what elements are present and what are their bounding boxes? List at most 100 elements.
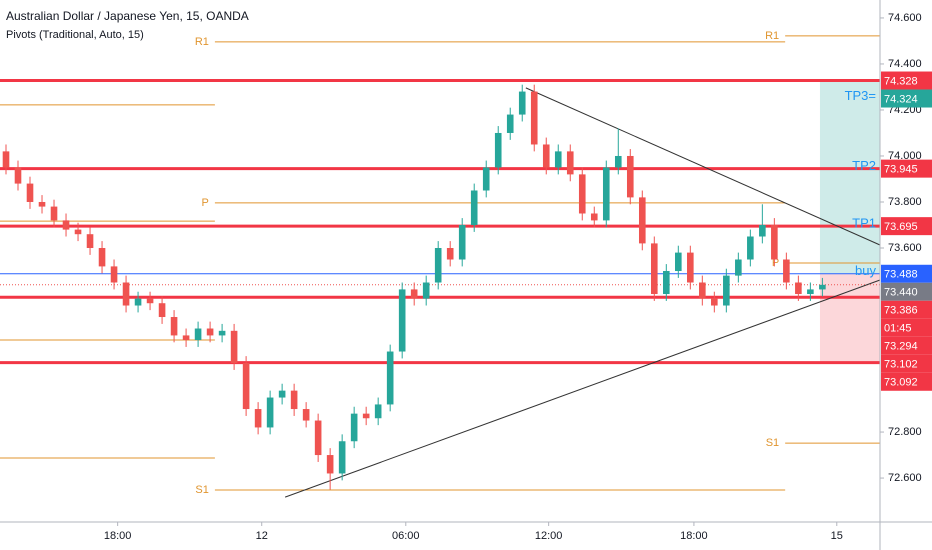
candle-body <box>578 174 586 214</box>
x-tick-label: 12:00 <box>535 530 563 542</box>
pivot-label: S1 <box>195 484 208 496</box>
price-tag <box>881 159 932 178</box>
y-tick-label: 74.000 <box>888 150 922 162</box>
candle-body <box>314 420 322 456</box>
pivot-label: P <box>772 257 779 269</box>
candle-body <box>482 167 490 191</box>
candle-body <box>530 91 538 145</box>
candle-body <box>759 224 766 237</box>
candle-body <box>302 409 310 421</box>
pivot-label: P <box>202 197 209 209</box>
candle-body <box>38 201 46 207</box>
candle-body <box>675 252 682 272</box>
price-tag-label: 74.328 <box>884 75 918 87</box>
candle-body <box>98 248 106 267</box>
price-tag <box>881 264 932 283</box>
candle-body <box>638 197 646 244</box>
candle-body <box>230 330 238 364</box>
price-tag-label: 74.324 <box>884 93 918 105</box>
price-tag-label: 73.488 <box>884 269 918 281</box>
price-tag <box>881 372 932 391</box>
price-tag <box>881 89 932 108</box>
candle-body <box>723 275 730 306</box>
y-tick-label: 73.800 <box>888 196 922 208</box>
trendline <box>284 279 881 498</box>
candle-body <box>687 252 694 283</box>
trendline <box>525 87 881 246</box>
candle-body <box>626 155 634 198</box>
candle-body <box>735 259 742 276</box>
candle-body <box>146 298 154 304</box>
pivot-label: S1 <box>766 437 779 449</box>
price-tag-label: 73.945 <box>884 164 918 176</box>
candle-body <box>518 91 526 115</box>
candle-body <box>26 183 34 202</box>
candle-body <box>74 229 82 235</box>
price-tag <box>881 336 932 355</box>
candle-body <box>771 224 778 260</box>
indicator-title: Pivots (Traditional, Auto, 15) <box>6 29 144 41</box>
candle-body <box>278 390 286 398</box>
price-tag <box>881 282 932 301</box>
annotation: buy <box>855 263 876 278</box>
price-tag-label: 73.386 <box>884 305 918 317</box>
candle-body <box>699 282 706 299</box>
candle-body <box>614 155 622 168</box>
price-tag-label: 73.294 <box>884 341 918 353</box>
candle-body <box>807 289 814 295</box>
candle-body <box>663 271 670 295</box>
pivot-label: R1 <box>195 36 209 48</box>
annotation: TP2 <box>852 158 876 173</box>
candle-body <box>62 220 70 230</box>
chart-title: Australian Dollar / Japanese Yen, 15, OA… <box>6 9 249 23</box>
candle-body <box>398 289 406 352</box>
candle-body <box>410 289 418 299</box>
candle-body <box>290 390 298 410</box>
price-tag <box>881 354 932 373</box>
candle-body <box>338 441 346 474</box>
price-tag-label: 73.695 <box>884 221 918 233</box>
y-tick-label: 73.600 <box>888 242 922 254</box>
price-tag <box>881 300 932 319</box>
candle-body <box>566 151 574 175</box>
candle-body <box>326 455 334 474</box>
candle-body <box>362 413 370 419</box>
candle-body <box>458 224 466 260</box>
candle-body <box>386 351 394 405</box>
x-tick-label: 15 <box>831 530 843 542</box>
x-tick-label: 06:00 <box>392 530 420 542</box>
candle-body <box>554 151 562 168</box>
price-tag <box>881 318 932 337</box>
candle-body <box>242 363 250 410</box>
price-tag-label: 73.092 <box>884 377 918 389</box>
candle-body <box>134 298 142 306</box>
candle-body <box>602 167 610 221</box>
x-tick-label: 12 <box>256 530 268 542</box>
candle-body <box>86 234 94 249</box>
candle-body <box>747 236 754 260</box>
price-tag <box>881 71 932 90</box>
price-tag-label: 73.440 <box>884 287 918 299</box>
candle-body <box>446 248 454 260</box>
x-tick-label: 18:00 <box>104 530 132 542</box>
candle-body <box>194 328 202 341</box>
annotation: TP3= <box>845 88 876 103</box>
candle-body <box>783 259 790 283</box>
y-tick-label: 72.600 <box>888 472 922 484</box>
candle-body <box>50 206 58 221</box>
candle-body <box>374 404 382 419</box>
candle-body <box>650 243 658 295</box>
candle-body <box>206 328 214 336</box>
candle-body <box>170 317 178 336</box>
candle-body <box>266 397 274 428</box>
candle-body <box>590 213 598 221</box>
candle-body <box>494 132 502 168</box>
candle-body <box>182 335 190 341</box>
candle-body <box>254 409 262 428</box>
annotation: TP1 <box>852 216 876 231</box>
candle-body <box>122 282 130 306</box>
price-tag <box>881 217 932 236</box>
candle-body <box>350 413 358 442</box>
